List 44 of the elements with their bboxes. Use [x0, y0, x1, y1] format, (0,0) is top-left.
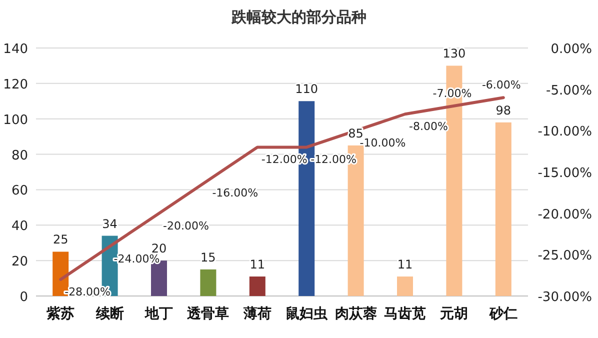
y-tick-label: 80 [11, 148, 28, 164]
data-label: -7.00% [432, 86, 472, 100]
x-tick-label: 马齿苋 [384, 306, 426, 322]
x-tick-label: 地丁 [144, 306, 173, 322]
y-tick-label: 120 [3, 77, 28, 92]
y2-tick-label: -30.00% [538, 290, 592, 305]
x-tick-label: 元胡 [439, 306, 468, 322]
bar [249, 276, 266, 296]
y2-tick-label: -15.00% [538, 166, 592, 181]
data-label: 98 [496, 103, 512, 118]
data-label: 130 [442, 46, 466, 61]
y2-tick-label: -10.00% [538, 124, 592, 140]
x-tick-label: 续断 [94, 306, 124, 322]
x-tick-label: 薄荷 [242, 306, 272, 322]
y-tick-label: 140 [3, 42, 28, 57]
y-tick-label: 20 [11, 254, 28, 270]
bar [397, 276, 413, 296]
bar [495, 122, 512, 296]
data-label: -16.00% [212, 186, 258, 200]
x-tick-label: 透骨草 [186, 306, 230, 322]
data-label: -8.00% [409, 120, 448, 134]
data-label: 15 [200, 250, 216, 264]
y2-tick-label: -5.00% [546, 83, 592, 98]
y-tick-label: 0 [20, 290, 28, 305]
x-tick-label: 紫苏 [46, 306, 75, 322]
y-tick-label: 40 [11, 219, 28, 234]
x-tick-label: 鼠妇虫 [286, 306, 329, 322]
data-label: -20.00% [163, 219, 209, 232]
y-tick-label: 60 [11, 184, 28, 199]
data-label: -10.00% [360, 136, 406, 150]
y2-tick-label: -20.00% [538, 207, 592, 222]
chart-title: 跌幅较大的部分品种 [230, 8, 366, 26]
x-tick-label: 肉苁蓉 [334, 306, 377, 322]
data-label: 110 [295, 82, 318, 96]
x-tick-label: 砂仁 [488, 306, 518, 322]
y-tick-label: 100 [3, 112, 28, 128]
data-label: 11 [397, 258, 413, 272]
y2-tick-label: 0.00% [550, 42, 592, 57]
data-label: 11 [250, 258, 266, 272]
data-label: -6.00% [482, 78, 521, 92]
data-label: 34 [102, 216, 118, 231]
y2-tick-label: -25.00% [538, 248, 592, 264]
data-label: 25 [52, 232, 68, 247]
bar [200, 269, 216, 296]
